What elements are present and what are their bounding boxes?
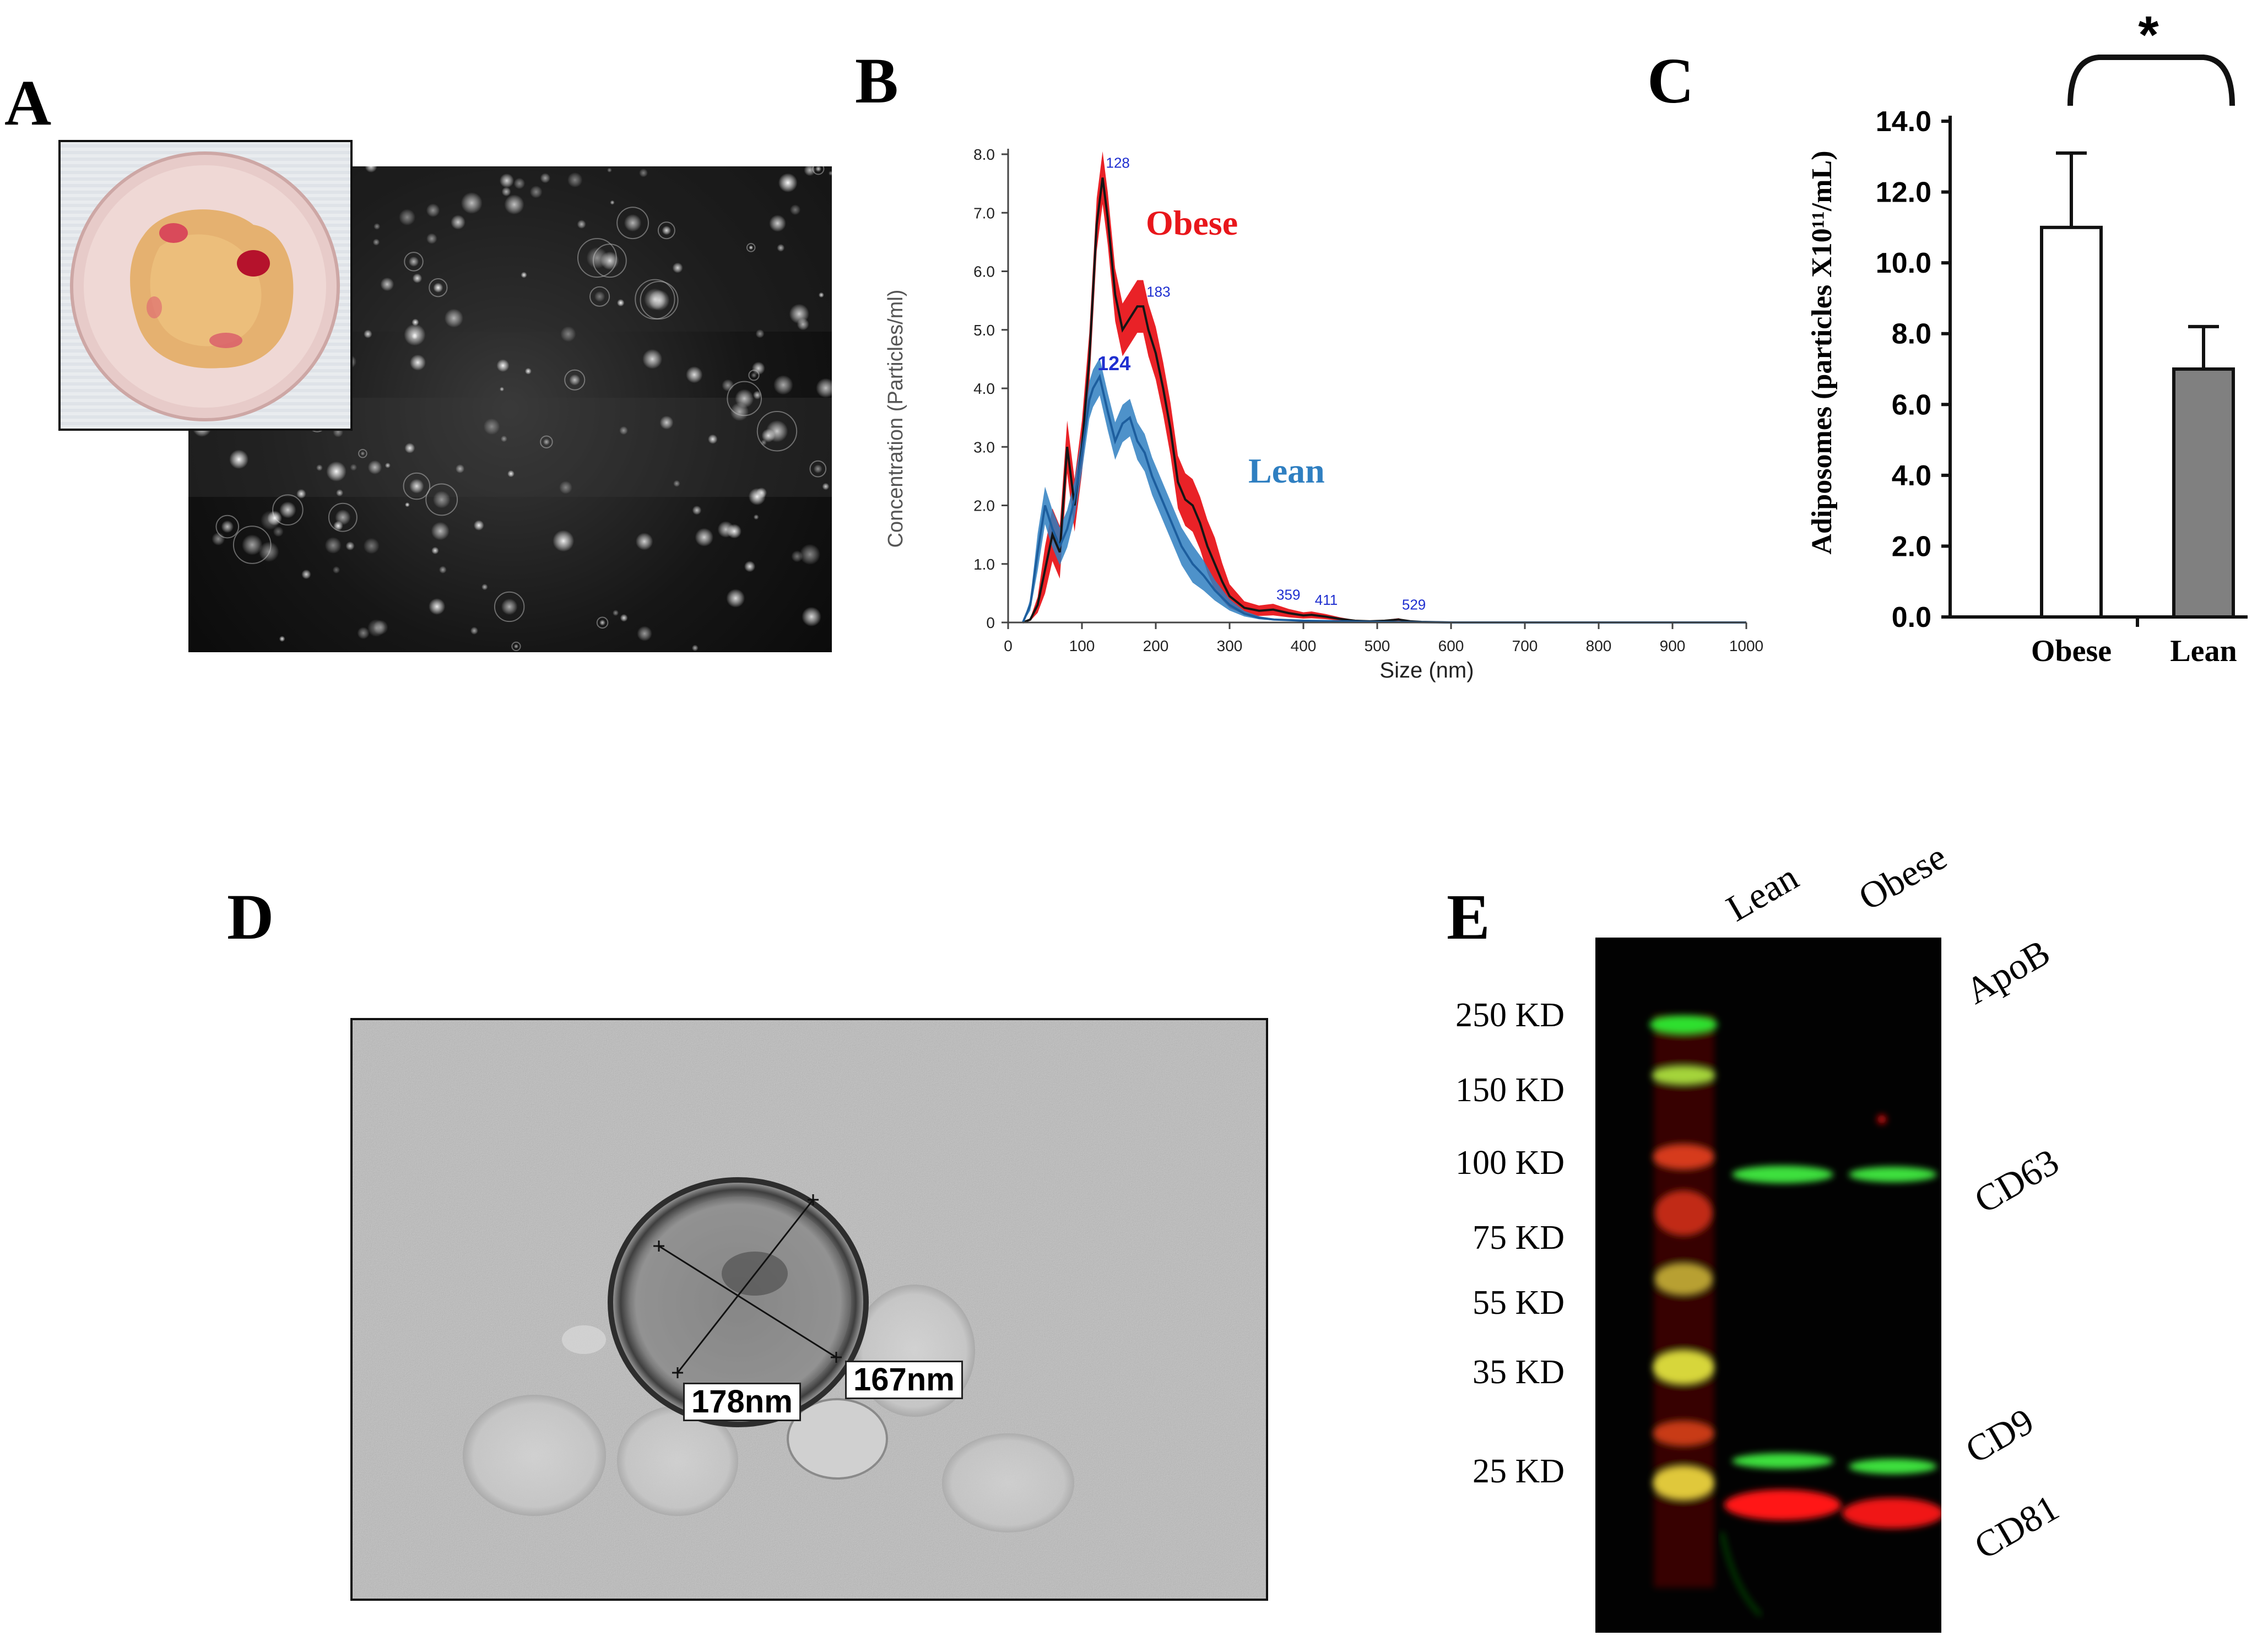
nta-x-tick-label: 1000 bbox=[1729, 637, 1763, 654]
mw-marker-100: 100 KD bbox=[1455, 1144, 1565, 1182]
mw-marker-35: 35 KD bbox=[1472, 1353, 1565, 1391]
nta-x-tick-label: 300 bbox=[1217, 637, 1243, 654]
nta-y-tick-label: 8.0 bbox=[973, 146, 995, 163]
panel-letter-d: D bbox=[227, 881, 274, 953]
band-label-cd81: CD81 bbox=[1967, 1486, 2066, 1568]
mw-marker-150: 150 KD bbox=[1455, 1071, 1565, 1109]
nta-x-axis-label: Size (nm) bbox=[1379, 658, 1474, 683]
bar-y-tick-label: 10.0 bbox=[1876, 247, 1931, 279]
nta-y-tick-label: 5.0 bbox=[973, 322, 995, 339]
adiposome-bar-chart: 0.02.04.06.08.010.012.014.0 Obese Lean * … bbox=[1806, 6, 2248, 668]
nta-peak-label: 128 bbox=[1106, 155, 1130, 171]
lane-label-lean: Lean bbox=[1719, 855, 1805, 930]
nta-peak-label-lean: 124 bbox=[1097, 352, 1130, 375]
band-label-cd63: CD63 bbox=[1967, 1140, 2066, 1222]
band-label-cd9: CD9 bbox=[1958, 1400, 2041, 1472]
panel-letter-b: B bbox=[855, 45, 898, 117]
nta-y-tick-label: 7.0 bbox=[973, 204, 995, 221]
mw-marker-75: 75 KD bbox=[1472, 1219, 1565, 1257]
bar-category-label-lean: Lean bbox=[2170, 634, 2237, 668]
mw-marker-55: 55 KD bbox=[1472, 1284, 1565, 1322]
series-label-lean: Lean bbox=[1248, 451, 1325, 490]
bar-obese bbox=[2040, 225, 2103, 619]
nta-x-tick-label: 100 bbox=[1069, 637, 1095, 654]
nta-y-tick-label: 1.0 bbox=[973, 556, 995, 573]
bar-y-tick-label: 14.0 bbox=[1876, 106, 1931, 138]
bar-y-axis-label: Adiposomes (particles X10¹¹/mL) bbox=[1806, 150, 1838, 554]
nta-x-tick-label: 600 bbox=[1438, 637, 1464, 654]
measurement-label-178nm: 178nm bbox=[683, 1383, 801, 1421]
panel-letter-c: C bbox=[1647, 45, 1695, 117]
nta-peak-label: 183 bbox=[1146, 283, 1170, 300]
significance-bracket bbox=[2067, 55, 2235, 106]
lane-label-obese: Obese bbox=[1852, 835, 1954, 919]
nta-y-tick-label: 3.0 bbox=[973, 438, 995, 456]
nta-x-tick-label: 400 bbox=[1291, 637, 1317, 654]
nta-x-tick-label: 900 bbox=[1660, 637, 1686, 654]
mw-marker-250: 250 KD bbox=[1455, 996, 1565, 1034]
nta-x-tick-label: 700 bbox=[1512, 637, 1538, 654]
nta-y-tick-label: 2.0 bbox=[973, 497, 995, 514]
nta-y-tick-label: 6.0 bbox=[973, 263, 995, 280]
nta-y-axis-label: Concentration (Particles/ml) bbox=[884, 290, 907, 548]
series-band-lean bbox=[1022, 358, 1746, 622]
nta-x-tick-label: 0 bbox=[1004, 637, 1013, 654]
mw-marker-25: 25 KD bbox=[1472, 1453, 1565, 1490]
nta-video-frame bbox=[188, 166, 832, 652]
nta-y-tick-label: 4.0 bbox=[973, 380, 995, 397]
nta-x-tick-label: 200 bbox=[1143, 637, 1169, 654]
bar-category-label-obese: Obese bbox=[2031, 634, 2112, 668]
nta-peak-label: 529 bbox=[1402, 597, 1426, 613]
nta-peak-label: 359 bbox=[1276, 587, 1300, 603]
measurement-label-167nm: 167nm bbox=[845, 1361, 963, 1399]
bar-y-tick-label: 2.0 bbox=[1892, 530, 1931, 562]
bar-y-tick-label: 8.0 bbox=[1892, 318, 1931, 350]
nta-peak-label: 411 bbox=[1315, 592, 1338, 608]
bar-y-tick-label: 12.0 bbox=[1876, 177, 1931, 209]
nta-y-tick-label: 0 bbox=[986, 614, 995, 631]
nta-x-tick-label: 800 bbox=[1586, 637, 1612, 654]
significance-marker: * bbox=[2138, 6, 2159, 64]
series-label-obese: Obese bbox=[1146, 203, 1238, 242]
series-line-obese bbox=[1022, 177, 1746, 624]
bar-y-tick-label: 6.0 bbox=[1892, 389, 1931, 421]
nta-x-tick-label: 500 bbox=[1365, 637, 1390, 654]
adipose-tissue-photo bbox=[58, 140, 353, 431]
bar-lean bbox=[2172, 367, 2235, 619]
series-line-lean bbox=[1021, 373, 1746, 624]
bar-y-tick-label: 4.0 bbox=[1892, 460, 1931, 492]
bar-y-tick-label: 0.0 bbox=[1892, 602, 1931, 633]
nta-size-distribution-chart: 0 100 200 300 400 500 600 700 800 900 1000 0 1.0 2.0… bbox=[884, 146, 1763, 683]
panel-letter-e: E bbox=[1447, 881, 1490, 953]
series-band-obese bbox=[1022, 151, 1746, 622]
panel-letter-a: A bbox=[4, 67, 52, 139]
band-label-apob: ApoB bbox=[1958, 931, 2057, 1012]
tem-micrograph: 178nm 167nm bbox=[350, 1018, 1268, 1601]
western-blot-image bbox=[1595, 938, 1941, 1633]
